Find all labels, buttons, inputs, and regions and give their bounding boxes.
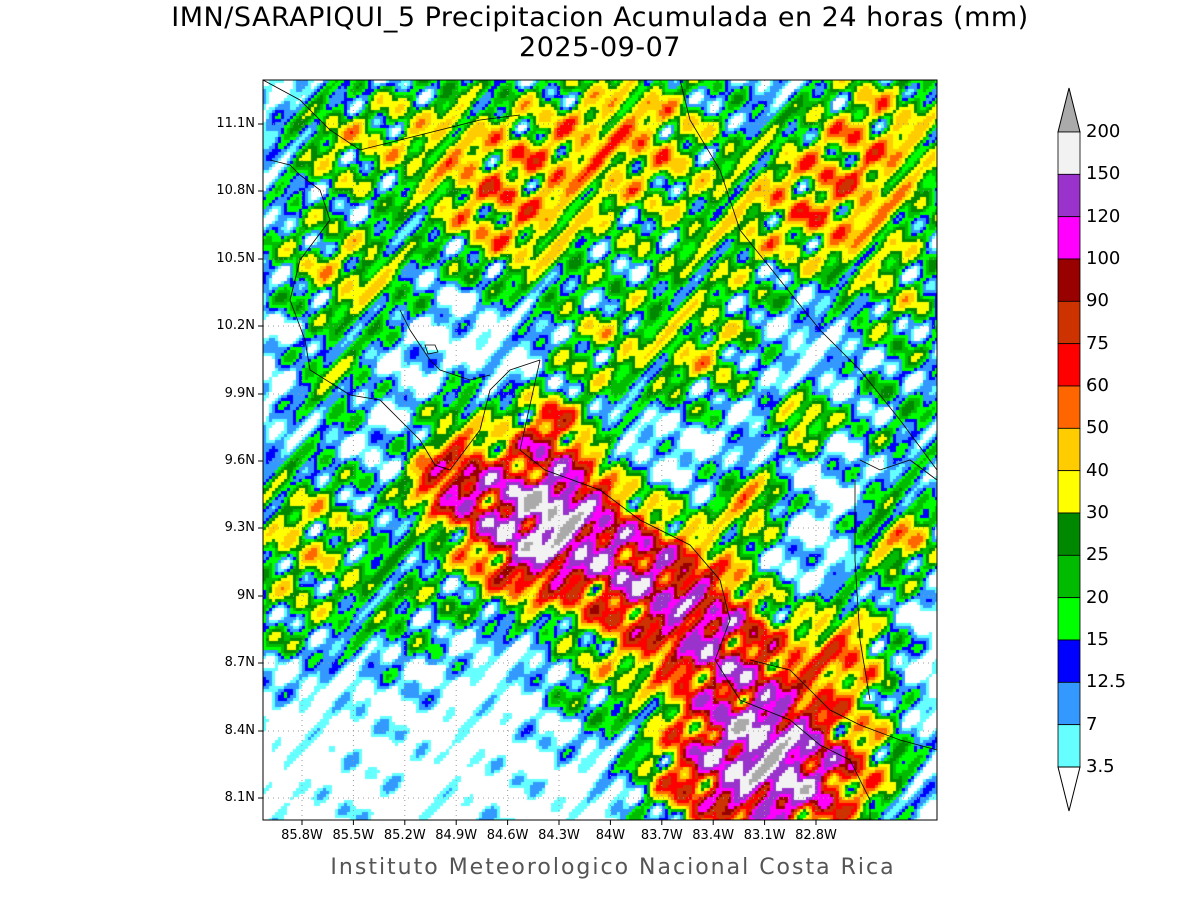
coastline	[679, 79, 938, 471]
lat-label: 8.7N	[224, 655, 255, 670]
lon-label: 84W	[595, 828, 626, 843]
colorbar-label: 90	[1086, 290, 1109, 312]
colorbar-label: 60	[1086, 375, 1109, 396]
colorbar-label: 20	[1086, 586, 1109, 608]
colorbar-swatch	[1057, 343, 1081, 387]
colorbar-label: 7	[1086, 713, 1098, 735]
colorbar-swatch	[1057, 724, 1081, 768]
lat-label: 8.1N	[224, 790, 255, 805]
coastline	[399, 309, 491, 381]
colorbar-label: 75	[1086, 332, 1109, 354]
colorbar-label: 150	[1086, 163, 1121, 185]
lon-label: 84.6W	[486, 828, 529, 843]
colorbar-label: 50	[1086, 417, 1109, 439]
lon-label: 83.1W	[743, 828, 786, 843]
lat-label: 9.6N	[224, 453, 255, 468]
colorbar-label: 12.5	[1086, 671, 1127, 693]
colorbar-swatch	[1057, 512, 1081, 556]
colorbar-label: 200	[1086, 121, 1121, 142]
colorbar-swatch	[1057, 427, 1081, 472]
lon-label: 83.4W	[692, 828, 735, 843]
map-frame	[262, 79, 938, 821]
lon-label: 84.3W	[538, 828, 580, 843]
colorbar-swatch	[1057, 470, 1081, 514]
colorbar-label: 15	[1086, 629, 1109, 650]
colorbar-swatch	[1057, 681, 1081, 726]
coastline	[269, 159, 541, 471]
lon-label: 84.9W	[435, 828, 478, 843]
lat-label: 9.3N	[224, 520, 255, 535]
colorbar-swatch	[1057, 173, 1081, 218]
lon-label: 83.7W	[640, 828, 683, 843]
lat-label: 9N	[237, 588, 255, 603]
lat-label: 11.1N	[216, 116, 255, 131]
colorbar-swatch	[1057, 385, 1081, 429]
colorbar-label: 25	[1086, 544, 1109, 566]
colorbar-under-triangle	[1057, 766, 1081, 812]
chart-date: 2025-09-07	[519, 32, 681, 63]
colorbar-swatch	[1057, 554, 1081, 599]
colorbar-label: 30	[1086, 502, 1109, 523]
colorbar-swatch	[1057, 597, 1081, 641]
coastline	[854, 480, 871, 701]
lat-label: 9.9N	[224, 386, 255, 401]
colorbar-label: 120	[1086, 205, 1121, 227]
colorbar-swatch	[1057, 300, 1081, 345]
coastline	[749, 659, 938, 751]
colorbar-label: 3.5	[1086, 756, 1115, 777]
lon-label: 85.8W	[281, 828, 323, 843]
colorbar-swatch	[1057, 639, 1081, 683]
colorbar-swatch	[1057, 131, 1081, 175]
colorbar-label: 40	[1086, 459, 1109, 481]
footer-credit: Instituto Meteorologico Nacional Costa R…	[330, 855, 896, 880]
coastline	[424, 344, 439, 355]
colorbar-label: 100	[1086, 248, 1121, 269]
lat-label: 10.8N	[216, 183, 255, 198]
lon-label: 85.5W	[332, 828, 375, 843]
coastline	[519, 359, 871, 820]
lat-label: 10.5N	[216, 251, 255, 266]
chart-title: IMN/SARAPIQUI_5 Precipitacion Acumulada …	[171, 2, 1029, 33]
coastline	[859, 459, 938, 481]
lat-label: 8.4N	[224, 723, 255, 738]
colorbar-swatch	[1057, 258, 1081, 302]
lon-label: 85.2W	[383, 828, 426, 843]
lon-label: 82.8W	[795, 828, 837, 843]
colorbar-swatch	[1057, 216, 1081, 260]
precipitation-map	[263, 80, 937, 820]
coastline	[262, 79, 521, 151]
colorbar-over-triangle	[1057, 87, 1081, 133]
lat-label: 10.2N	[216, 318, 255, 333]
